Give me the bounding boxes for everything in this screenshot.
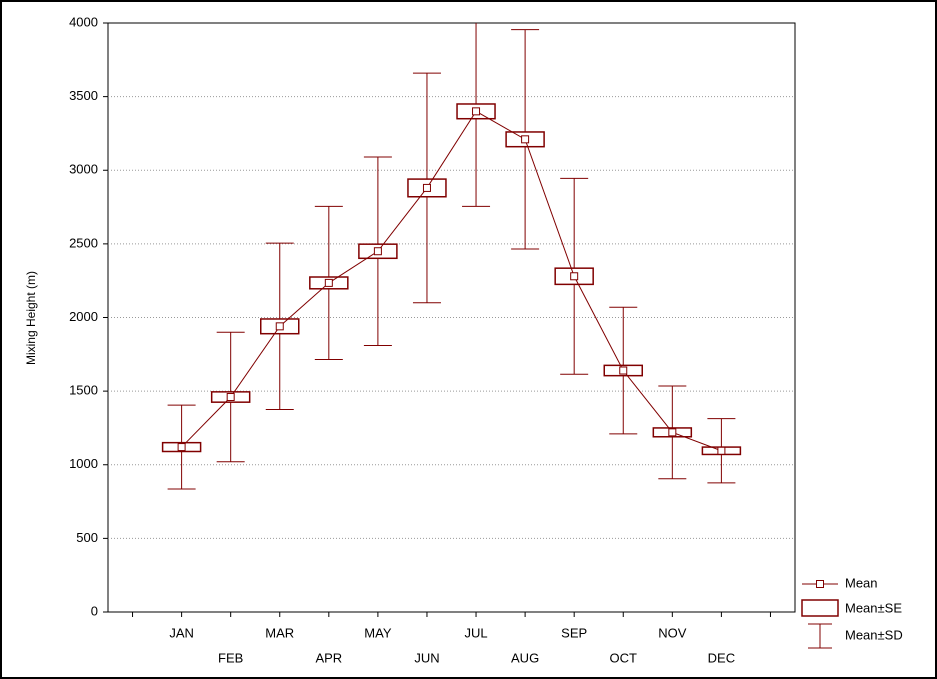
- y-tick-label: 0: [91, 603, 98, 618]
- x-tick-label: DEC: [708, 650, 735, 665]
- x-tick-label: JAN: [169, 625, 194, 640]
- y-tick-label: 2500: [69, 235, 98, 250]
- x-tick-label: SEP: [561, 625, 587, 640]
- legend-mean-marker: [816, 580, 824, 588]
- y-tick-label: 3500: [69, 88, 98, 103]
- mean-marker: [521, 135, 530, 144]
- x-tick-label: MAR: [265, 625, 294, 640]
- y-tick-label: 500: [76, 530, 98, 545]
- mean-marker: [717, 446, 726, 455]
- x-tick-label: MAY: [364, 625, 392, 640]
- legend-label: Mean: [845, 575, 878, 590]
- labels-layer: 0 500 1000 1500 2000 2500 3000 3500 4000 JAN FEB MA…: [69, 14, 903, 665]
- y-tick-label: 3000: [69, 162, 98, 177]
- y-tick-label: 1000: [69, 456, 98, 471]
- legend-se-box: [801, 599, 839, 617]
- legend-label: Mean±SD: [845, 627, 903, 642]
- mean-marker: [619, 366, 628, 375]
- x-tick-label: FEB: [218, 650, 243, 665]
- y-tick-label: 1500: [69, 383, 98, 398]
- mean-marker: [275, 322, 284, 331]
- mean-marker: [324, 278, 333, 287]
- mean-marker: [570, 272, 579, 281]
- marks-layer: [161, 23, 742, 490]
- mean-marker: [373, 247, 382, 256]
- x-tick-label: AUG: [511, 650, 539, 665]
- mean-marker: [177, 443, 186, 452]
- y-axis-label: Mixing Height (m): [24, 271, 38, 365]
- mean-marker: [472, 107, 481, 116]
- x-tick-label: NOV: [658, 625, 687, 640]
- x-tick-label: APR: [315, 650, 342, 665]
- x-tick-label: JUL: [464, 625, 487, 640]
- mean-marker: [668, 428, 677, 437]
- legend-label: Mean±SE: [845, 600, 902, 615]
- y-tick-label: 4000: [69, 14, 98, 29]
- mean-marker: [226, 393, 235, 402]
- plot-area: [107, 22, 796, 613]
- x-tick-label: OCT: [610, 650, 638, 665]
- mean-line: [181, 110, 722, 452]
- y-tick-label: 2000: [69, 309, 98, 324]
- mean-marker: [422, 183, 431, 192]
- x-tick-label: JUN: [414, 650, 439, 665]
